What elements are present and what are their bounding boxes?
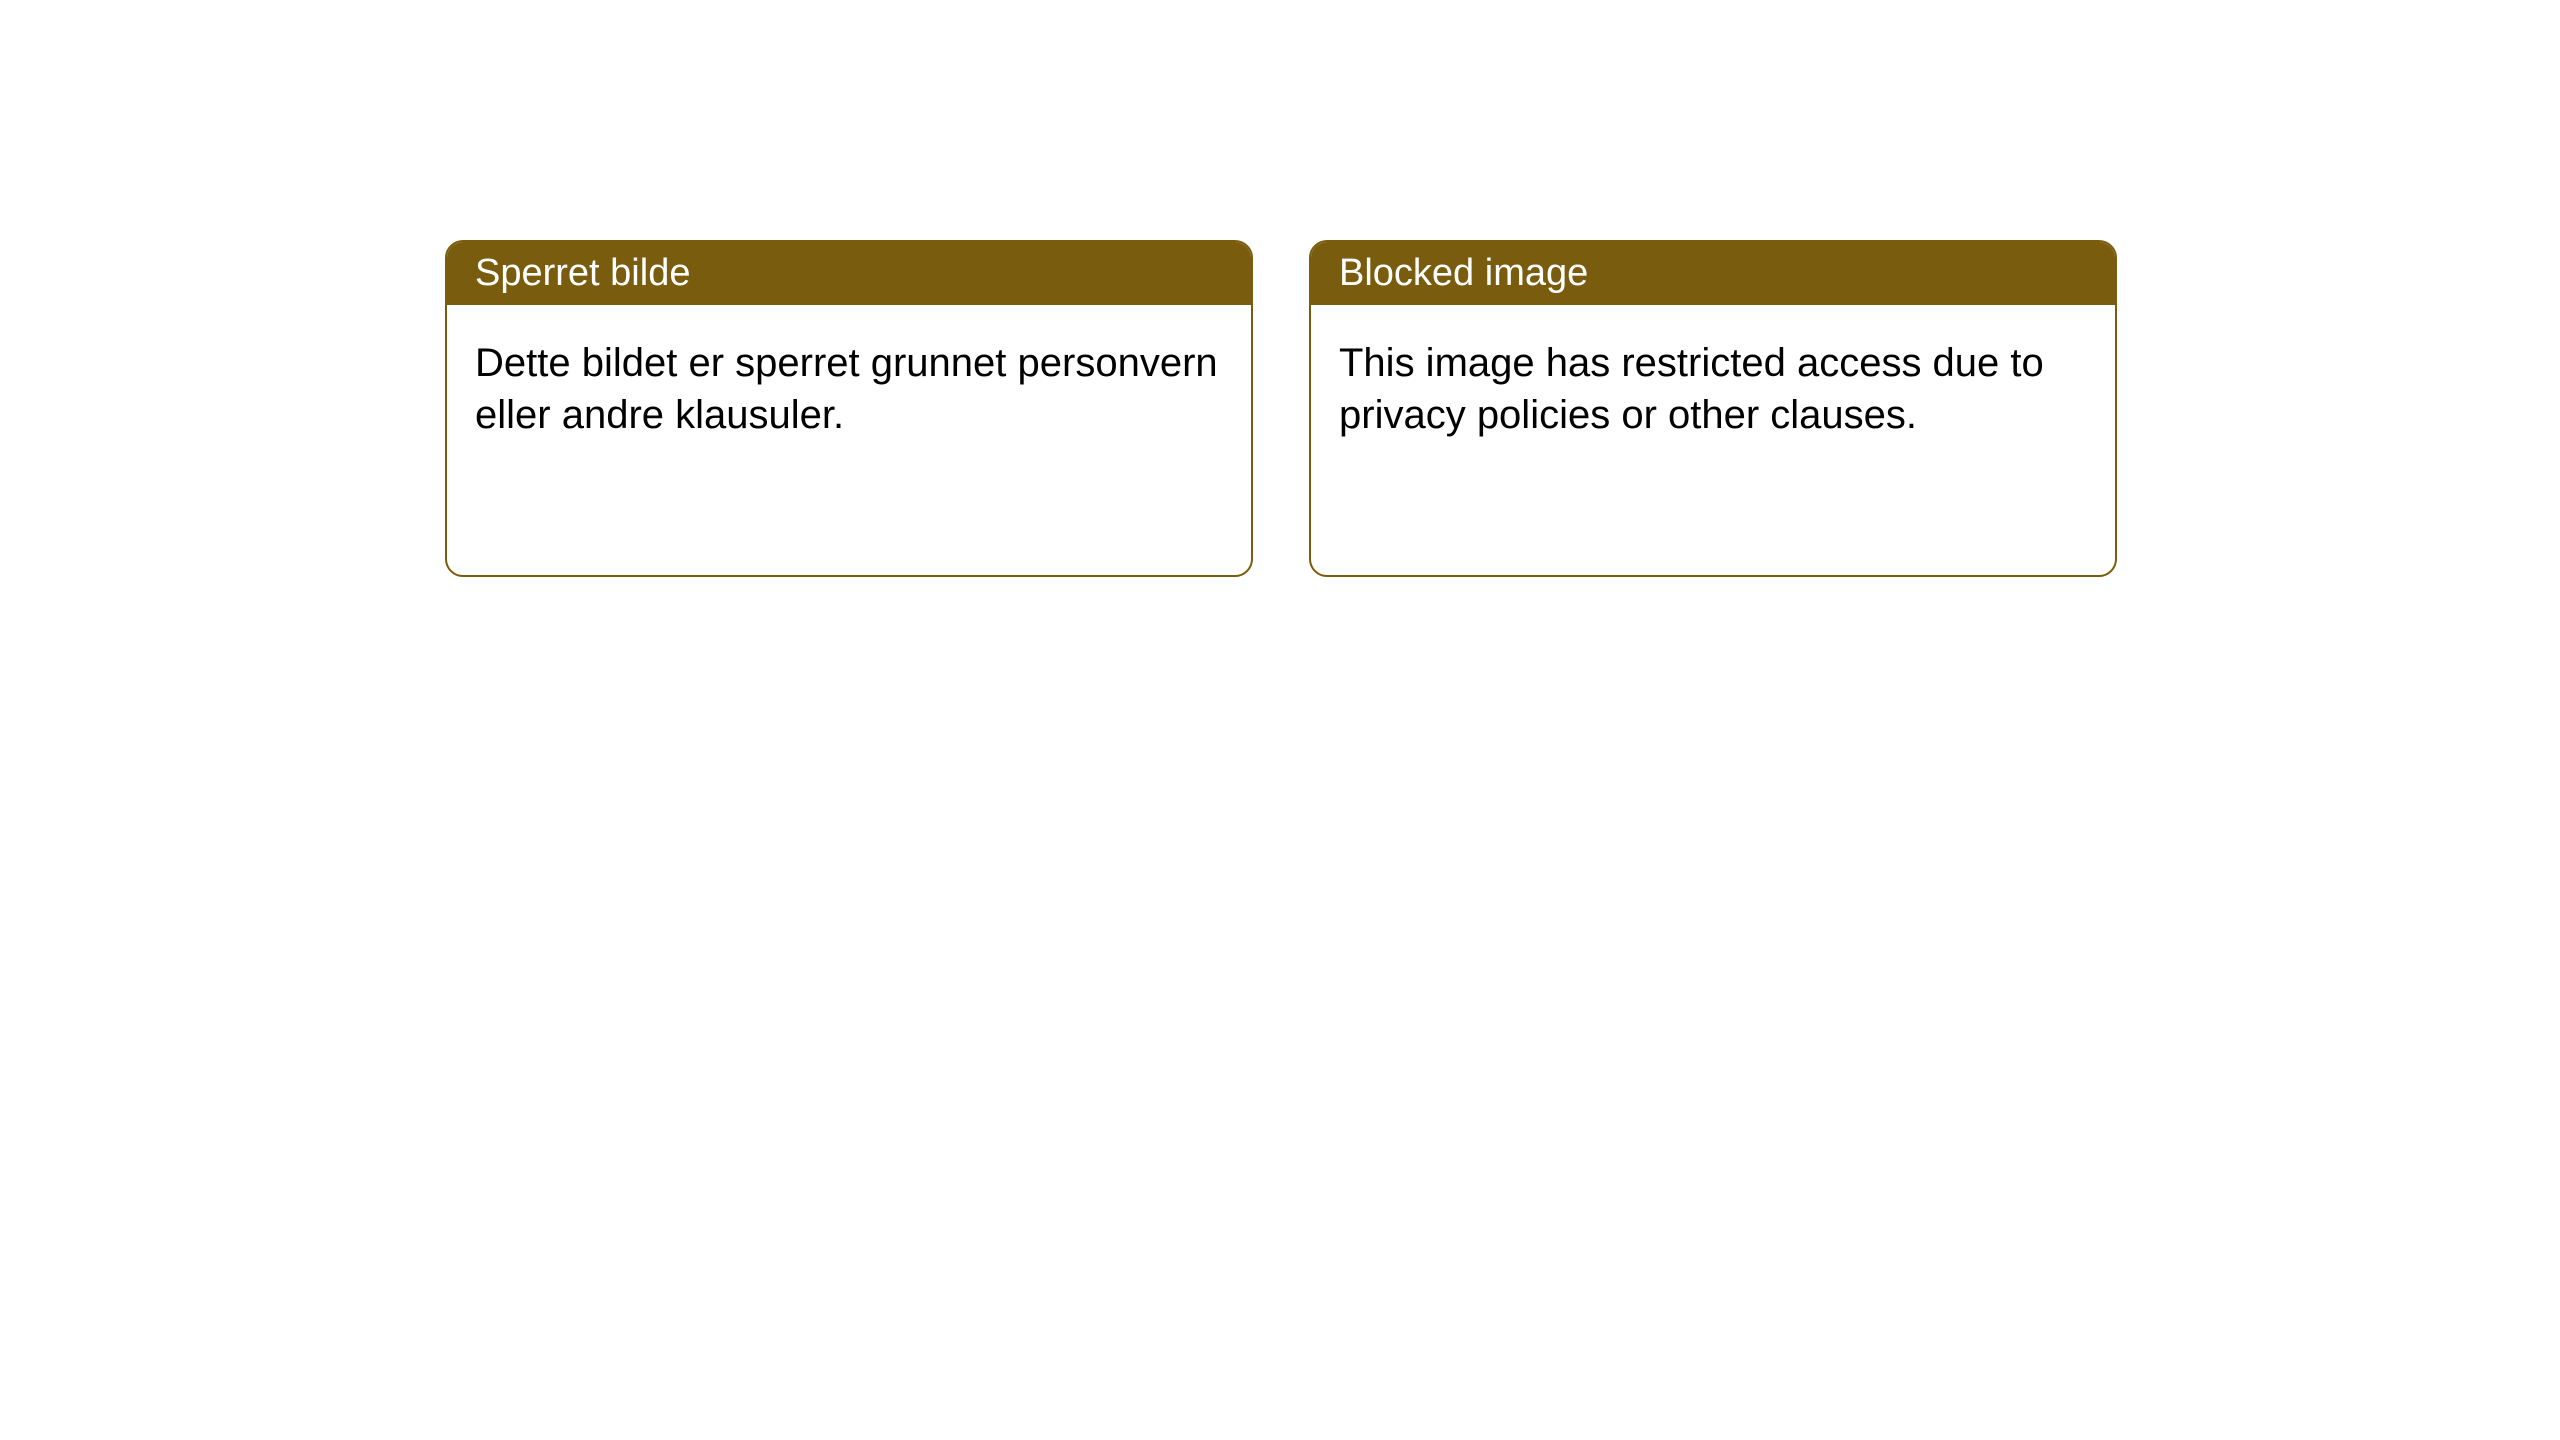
card-message: This image has restricted access due to …: [1339, 341, 2044, 437]
blocked-image-card-no: Sperret bilde Dette bildet er sperret gr…: [445, 240, 1253, 577]
blocked-image-card-en: Blocked image This image has restricted …: [1309, 240, 2117, 577]
card-message: Dette bildet er sperret grunnet personve…: [475, 341, 1218, 437]
card-body: This image has restricted access due to …: [1311, 305, 2115, 575]
card-header: Sperret bilde: [447, 242, 1251, 305]
card-body: Dette bildet er sperret grunnet personve…: [447, 305, 1251, 575]
card-title: Blocked image: [1339, 252, 1588, 294]
card-title: Sperret bilde: [475, 252, 690, 294]
card-header: Blocked image: [1311, 242, 2115, 305]
notice-container: Sperret bilde Dette bildet er sperret gr…: [445, 240, 2117, 577]
